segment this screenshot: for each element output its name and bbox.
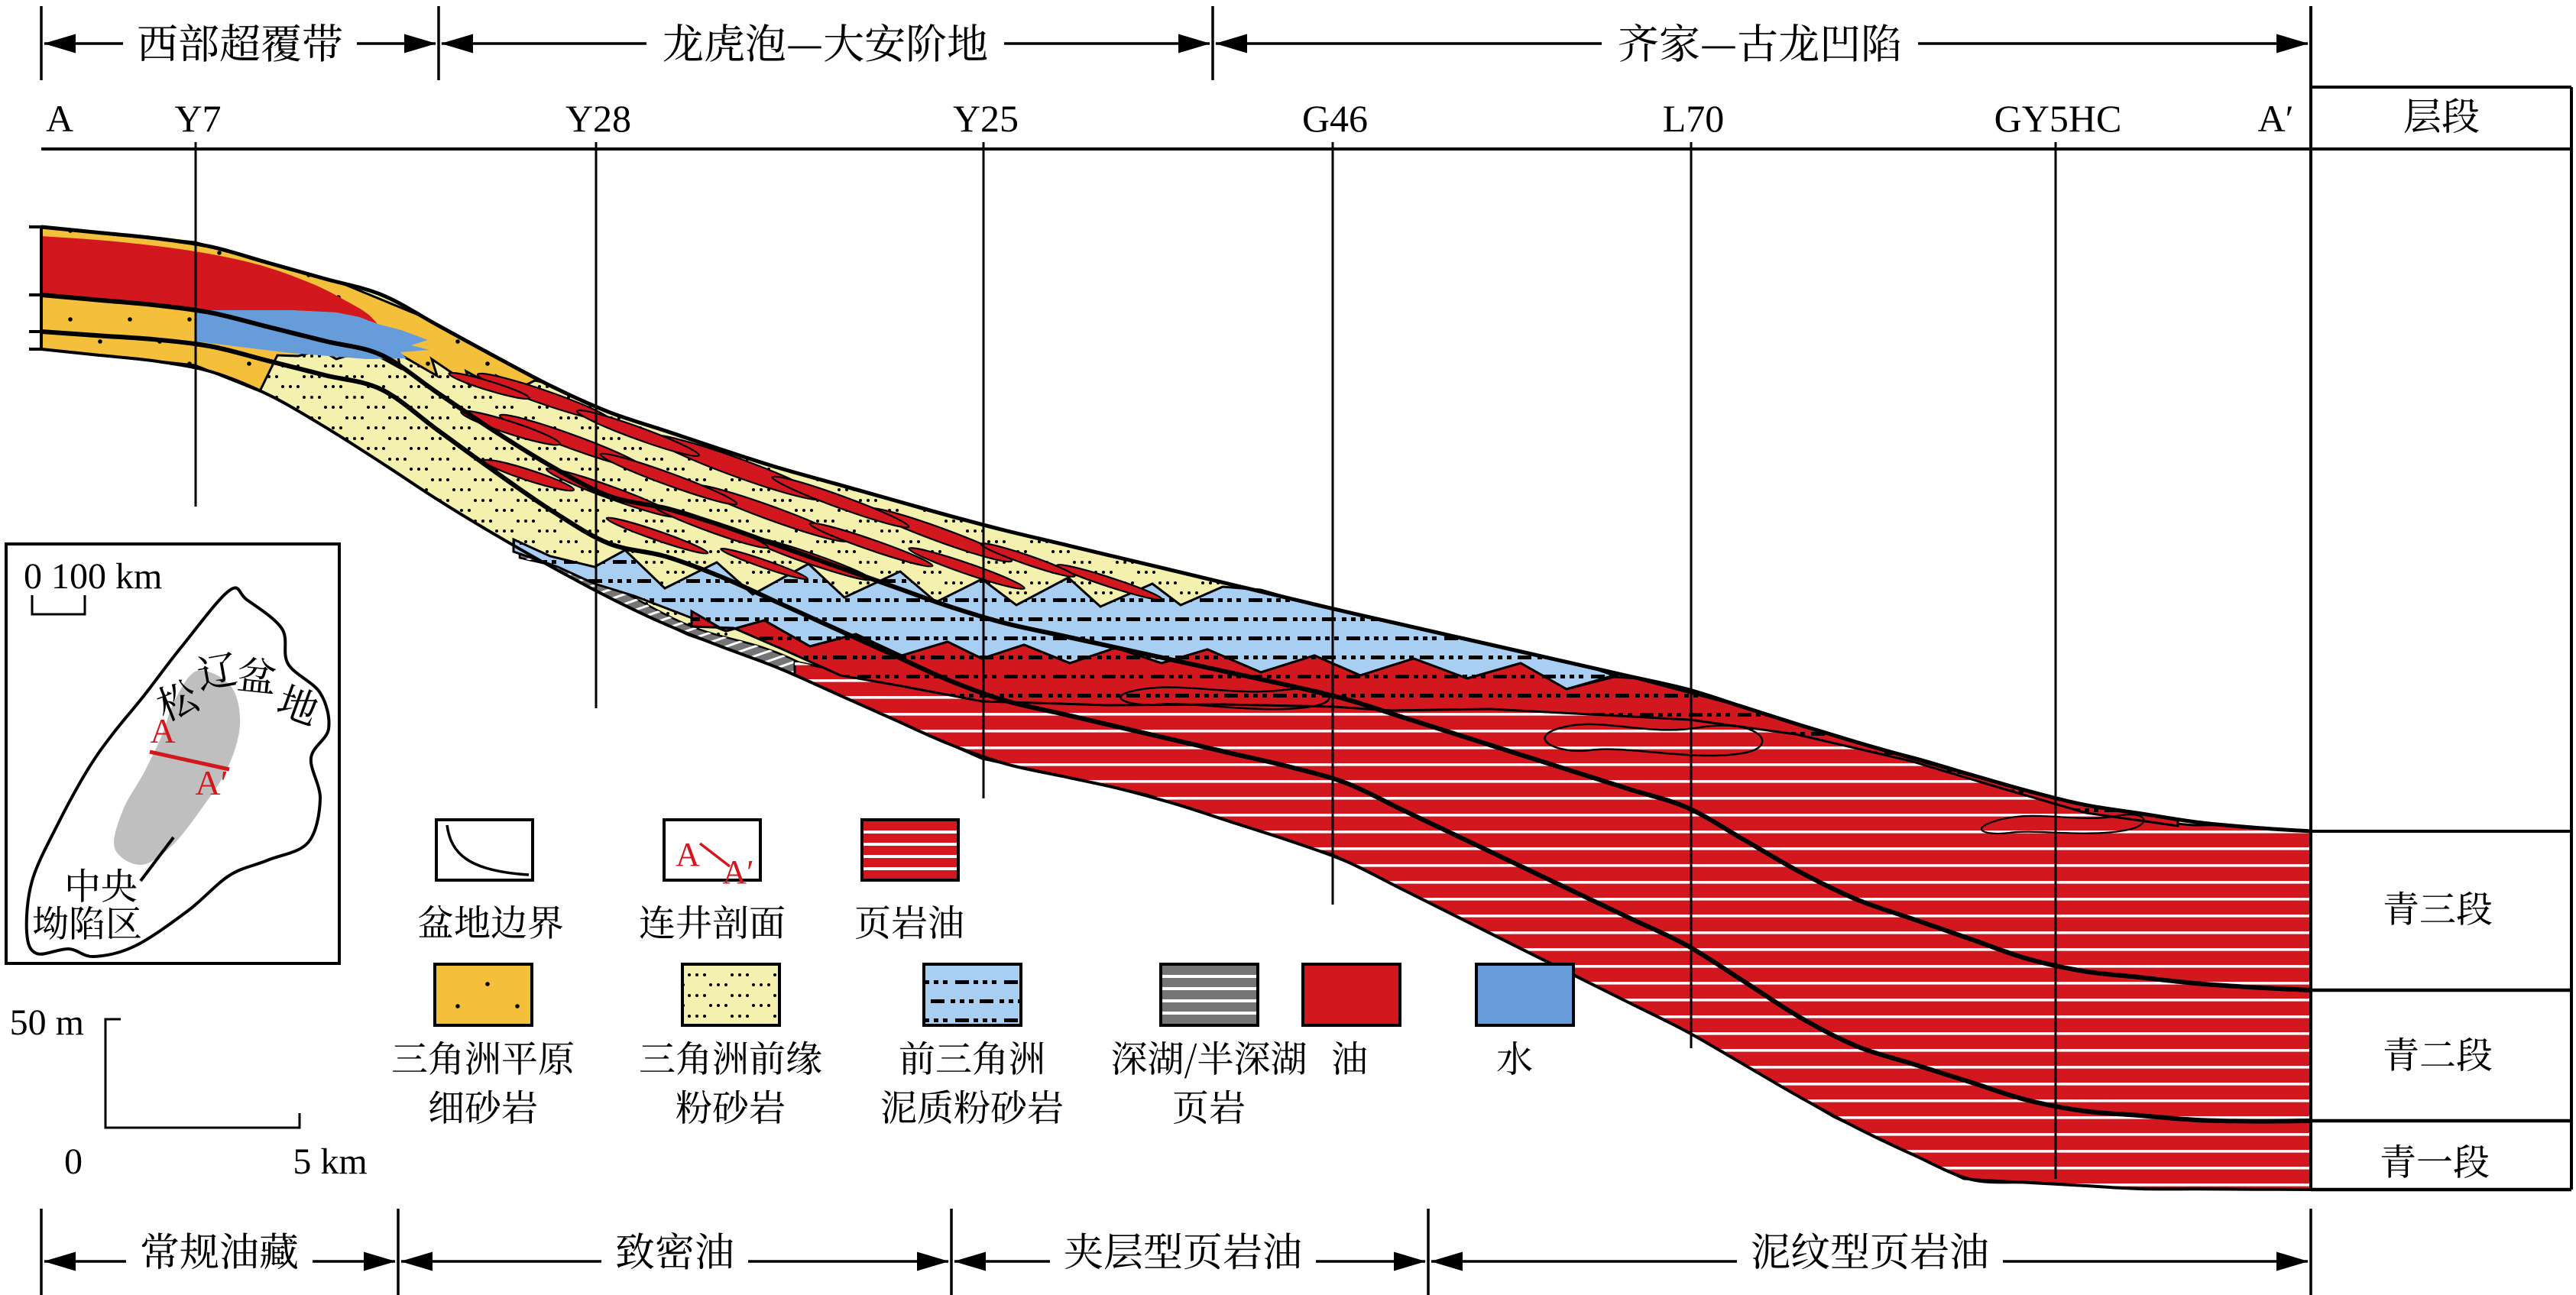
svg-text:A: A bbox=[676, 836, 700, 873]
svg-text:L70: L70 bbox=[1663, 97, 1725, 140]
svg-text:A′: A′ bbox=[195, 763, 228, 802]
svg-text:Y7: Y7 bbox=[174, 97, 221, 140]
svg-text:50 m: 50 m bbox=[10, 1002, 84, 1043]
svg-text:5 km: 5 km bbox=[293, 1141, 367, 1182]
svg-text:0 100 km: 0 100 km bbox=[24, 556, 162, 597]
svg-text:GY5HC: GY5HC bbox=[1994, 97, 2122, 140]
svg-text:G46: G46 bbox=[1302, 97, 1368, 140]
svg-text:A: A bbox=[150, 711, 175, 750]
svg-text:Y25: Y25 bbox=[953, 97, 1019, 140]
svg-text:A: A bbox=[46, 97, 73, 140]
svg-text:Y28: Y28 bbox=[565, 97, 631, 140]
svg-text:A′: A′ bbox=[2257, 97, 2293, 140]
svg-text:A′: A′ bbox=[722, 853, 753, 891]
svg-text:0: 0 bbox=[64, 1141, 83, 1182]
